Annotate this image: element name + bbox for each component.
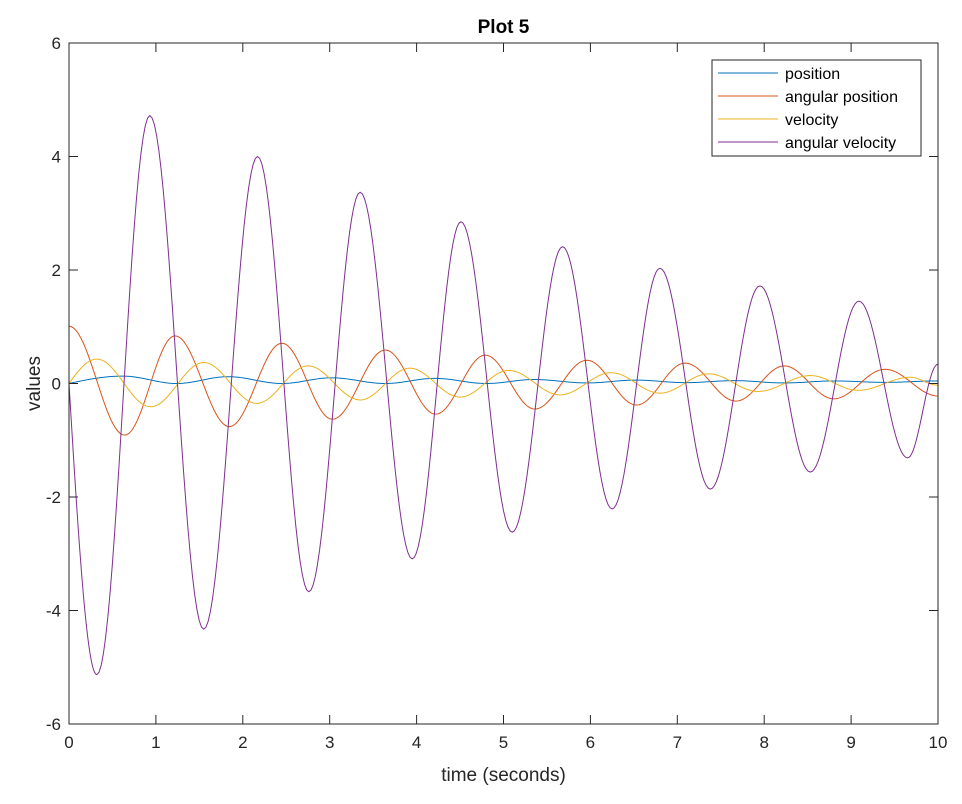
legend-label: velocity	[785, 112, 838, 129]
axes: 0 1 2 3 4 5 6 7 8 9 10 -6 -4 -2 0 2 4 6	[46, 34, 948, 752]
curves	[68, 114, 939, 676]
legend: position angular position velocity angular …	[711, 59, 922, 157]
y-tick-label: -4	[46, 602, 61, 621]
y-tick-label: 6	[52, 34, 61, 53]
series-line-angular-position	[68, 325, 939, 436]
x-tick-label: 10	[929, 733, 948, 752]
legend-label: angular velocity	[785, 135, 896, 152]
series-line-velocity	[68, 358, 939, 408]
series-line-angular-velocity	[68, 114, 939, 676]
x-tick-label: 8	[759, 733, 768, 752]
y-tick-label: -2	[46, 488, 61, 507]
y-tick-label: -6	[46, 715, 61, 734]
x-tick-label: 1	[151, 733, 160, 752]
x-tick-label: 4	[412, 733, 421, 752]
x-tick-label: 7	[673, 733, 682, 752]
x-tick-label: 5	[499, 733, 508, 752]
x-axis-label: time (seconds)	[441, 765, 566, 786]
x-tick-label: 3	[325, 733, 334, 752]
y-tick-label: 2	[52, 261, 61, 280]
legend-box	[711, 59, 922, 157]
y-tick-label: 4	[52, 148, 61, 167]
legend-label: angular position	[785, 89, 898, 106]
x-tick-label: 2	[238, 733, 247, 752]
x-tick-label: 6	[586, 733, 595, 752]
chart-title: Plot 5	[478, 17, 530, 38]
x-tick-label: 0	[64, 733, 73, 752]
x-tick-label: 9	[846, 733, 855, 752]
legend-label: position	[785, 66, 840, 83]
y-axis-label: values	[24, 356, 45, 411]
y-tick-label: 0	[52, 375, 61, 394]
